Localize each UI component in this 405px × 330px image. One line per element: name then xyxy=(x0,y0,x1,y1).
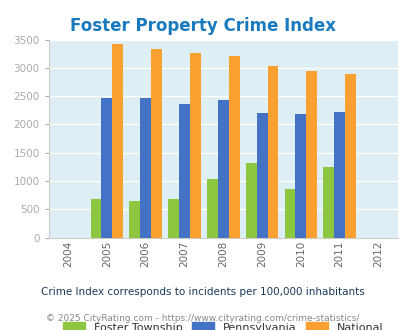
Bar xyxy=(284,189,295,238)
Bar xyxy=(333,112,344,238)
Bar xyxy=(305,71,316,238)
Bar xyxy=(140,98,151,238)
Text: Crime Index corresponds to incidents per 100,000 inhabitants: Crime Index corresponds to incidents per… xyxy=(41,287,364,297)
Bar xyxy=(151,49,162,238)
Bar xyxy=(256,113,267,238)
Bar xyxy=(295,114,305,238)
Bar xyxy=(168,199,179,238)
Bar xyxy=(344,74,355,238)
Bar xyxy=(112,44,123,238)
Bar xyxy=(217,100,228,238)
Bar xyxy=(101,98,112,238)
Legend: Foster Township, Pennsylvania, National: Foster Township, Pennsylvania, National xyxy=(60,318,386,330)
Bar xyxy=(228,56,239,238)
Bar xyxy=(207,179,217,238)
Bar xyxy=(129,201,140,238)
Text: Foster Property Crime Index: Foster Property Crime Index xyxy=(70,17,335,35)
Bar xyxy=(190,53,200,238)
Bar xyxy=(90,199,101,238)
Bar xyxy=(267,66,278,238)
Bar xyxy=(179,104,190,238)
Bar xyxy=(323,167,333,238)
Text: © 2025 CityRating.com - https://www.cityrating.com/crime-statistics/: © 2025 CityRating.com - https://www.city… xyxy=(46,314,359,323)
Bar xyxy=(245,163,256,238)
